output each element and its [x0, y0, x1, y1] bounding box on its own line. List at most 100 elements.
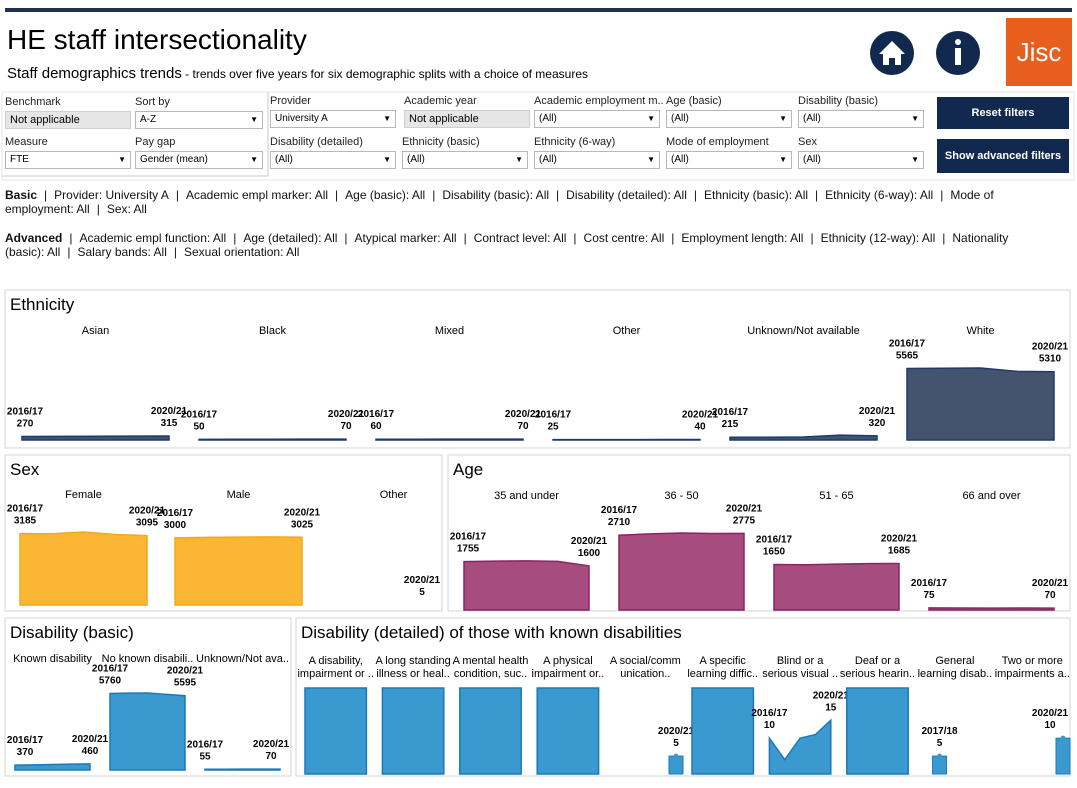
value-label: 5: [673, 738, 679, 749]
value-label: 70: [517, 421, 529, 432]
area: [198, 438, 347, 441]
category-label: Mixed: [435, 325, 464, 337]
panel-title: Sex: [10, 460, 40, 479]
bar: [1055, 737, 1071, 775]
filter-value: (All): [275, 154, 293, 165]
filter-dropdown[interactable]: Gender (mean) ▼: [135, 151, 263, 169]
point: [673, 753, 679, 759]
filter-summary: AdvancedAcademic empl function: AllAge (…: [5, 231, 1050, 259]
dropdown-arrow: ▼: [647, 114, 655, 123]
summary-item: Disability (basic): All: [425, 188, 549, 202]
area: [204, 768, 281, 771]
area: [618, 532, 745, 611]
category-label: Unknown/Not available: [747, 325, 860, 337]
year-label: 2016/17: [756, 534, 793, 545]
value-label: 5310: [1039, 354, 1062, 365]
summary-item: Provider: University A: [37, 188, 169, 202]
value-label: 1600: [578, 548, 601, 559]
panel-title: Disability (basic): [10, 623, 134, 642]
area: [463, 560, 590, 611]
panel-title: Disability (detailed) of those with know…: [301, 623, 682, 642]
year-label: 2020/21: [151, 406, 188, 417]
area: [846, 687, 909, 775]
value-label: 5760: [99, 676, 122, 687]
panel-title: Ethnicity: [10, 295, 75, 314]
category-label: illness or heal..: [376, 668, 449, 680]
filter-dropdown[interactable]: FTE ▼: [5, 151, 131, 169]
summary-item: Sex: All: [90, 202, 147, 216]
area: [459, 687, 522, 775]
filter-dropdown[interactable]: (All) ▼: [798, 151, 924, 169]
year-label: 2020/21: [328, 409, 365, 420]
year-label: 2020/21: [284, 507, 321, 518]
filter-label: Age (basic): [666, 95, 722, 107]
subtitle-bold: Staff demographics trends: [7, 65, 182, 82]
value-label: 75: [923, 590, 935, 601]
value-label: 40: [694, 421, 706, 432]
filter-summary: BasicProvider: University AAcademic empl…: [5, 188, 1050, 216]
filter-value: (All): [407, 154, 425, 165]
value-label: 5: [937, 738, 943, 749]
filter-dropdown: Not applicable: [5, 111, 131, 129]
value-label: 215: [722, 419, 739, 430]
filter-dropdown[interactable]: A-Z ▼: [135, 111, 263, 129]
area: [552, 438, 701, 441]
filter-dropdown[interactable]: (All) ▼: [798, 110, 924, 128]
dropdown-arrow: ▼: [911, 114, 919, 123]
filter-label: Academic year: [404, 95, 477, 107]
category-label: A specific: [699, 655, 746, 667]
filter-bar: [1, 91, 1075, 181]
category-label: 35 and under: [494, 490, 559, 502]
year-label: 2020/21: [859, 406, 896, 417]
filter-dropdown[interactable]: University A ▼: [270, 110, 396, 128]
area: [174, 536, 303, 606]
summary-item: Ethnicity (6-way): All: [808, 188, 933, 202]
value-label: 55: [199, 751, 211, 762]
value-label: 1685: [888, 545, 911, 556]
home-button[interactable]: [870, 31, 914, 75]
button[interactable]: Show advanced filters: [937, 139, 1069, 173]
area: [375, 438, 524, 441]
year-label: 2016/17: [7, 407, 44, 418]
category-label: White: [966, 325, 994, 337]
summary-item: Employment length: All: [664, 231, 803, 245]
value-label: 25: [547, 422, 559, 433]
year-label: 2016/17: [535, 410, 572, 421]
dropdown-arrow: ▼: [779, 155, 787, 164]
summary-item: Cost centre: All: [566, 231, 664, 245]
value-label: 3000: [164, 520, 187, 531]
category-label: learning disab..: [918, 668, 993, 680]
dropdown-arrow: ▼: [383, 155, 391, 164]
category-label: A mental health: [453, 655, 529, 667]
year-label: 2020/21: [404, 575, 441, 586]
year-label: 2016/17: [157, 508, 194, 519]
subtitle: Staff demographics trends - trends over …: [7, 65, 588, 82]
summary-label: Advanced: [5, 231, 63, 245]
filter-dropdown[interactable]: (All) ▼: [666, 110, 792, 128]
filter-dropdown[interactable]: (All) ▼: [666, 151, 792, 169]
filter-dropdown[interactable]: (All) ▼: [270, 151, 396, 169]
area: [729, 434, 878, 441]
year-label: 2016/17: [889, 338, 926, 349]
category-label: A physical: [543, 655, 593, 667]
summary-item: Academic empl marker: All: [169, 188, 328, 202]
button[interactable]: Reset filters: [937, 97, 1069, 129]
year-label: 2020/21: [1032, 342, 1069, 353]
filter-dropdown[interactable]: (All) ▼: [534, 110, 660, 128]
summary-item: Sexual orientation: All: [167, 245, 300, 259]
category-label: 66 and over: [962, 490, 1020, 502]
category-label: Unknown/Not ava..: [196, 653, 289, 665]
filter-dropdown[interactable]: (All) ▼: [534, 151, 660, 169]
panel-title: Age: [453, 460, 483, 479]
filter-value: A-Z: [140, 114, 157, 125]
filter-label: Disability (detailed): [270, 136, 363, 148]
info-button[interactable]: [936, 31, 980, 75]
value-label: 370: [17, 747, 34, 758]
point: [1060, 735, 1066, 741]
filter-dropdown[interactable]: (All) ▼: [402, 151, 528, 169]
page-title: HE staff intersectionality: [7, 24, 307, 55]
category-label: condition, suc..: [454, 668, 527, 680]
year-label: 2020/21: [881, 533, 918, 544]
category-label: 36 - 50: [664, 490, 698, 502]
